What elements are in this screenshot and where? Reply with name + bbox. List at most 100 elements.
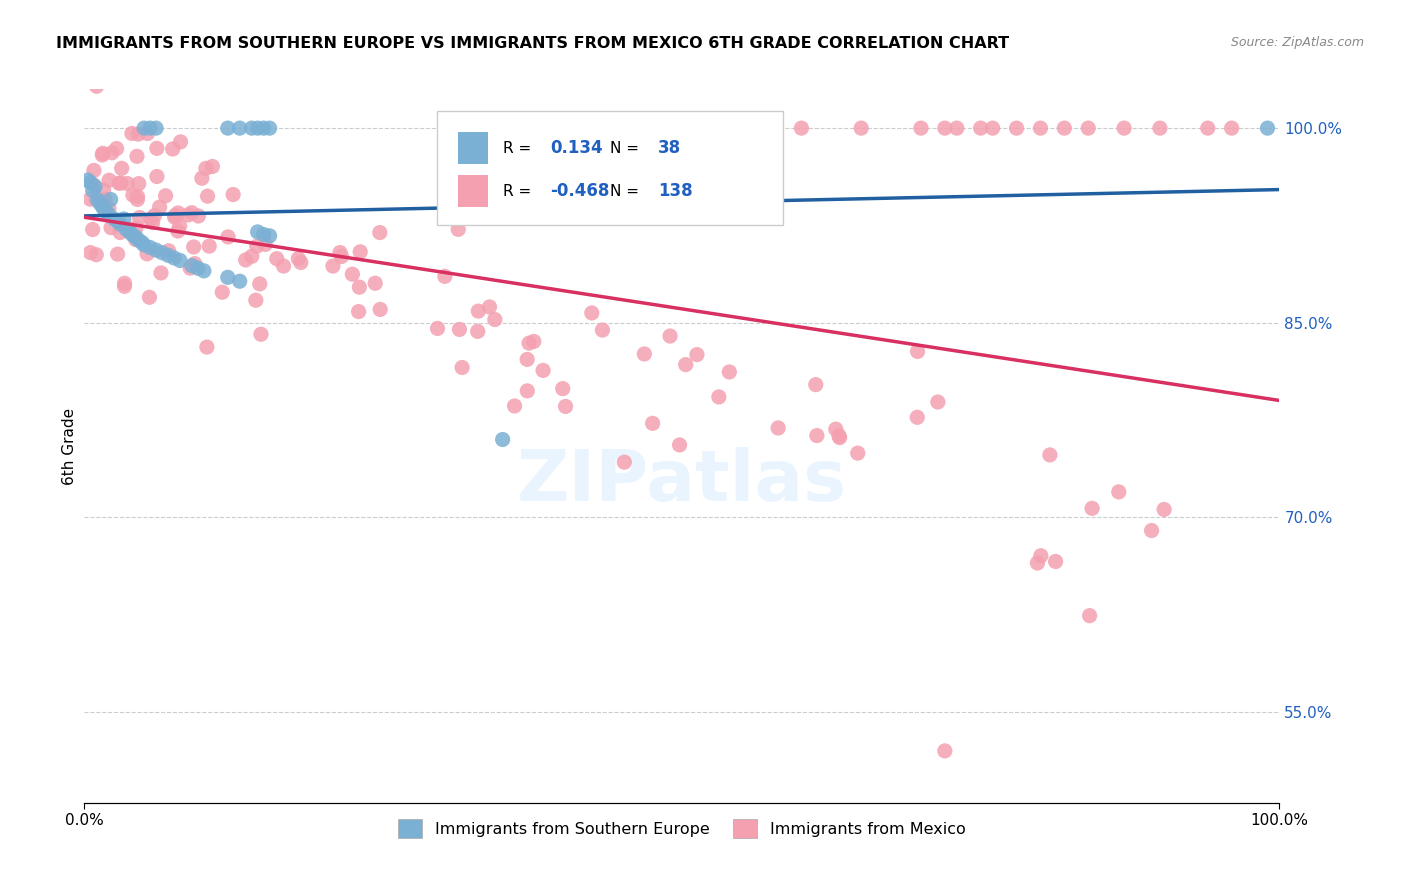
Point	[946, 121, 969, 136]
Point	[125, 220, 148, 235]
Point	[187, 209, 209, 223]
Point	[114, 277, 136, 291]
Point	[516, 352, 538, 367]
Point	[613, 455, 636, 469]
Point	[162, 142, 184, 156]
Point	[492, 433, 515, 447]
Point	[718, 365, 741, 379]
Point	[467, 325, 489, 339]
Point	[217, 121, 239, 136]
Point	[467, 304, 489, 318]
Point	[180, 205, 202, 219]
Point	[100, 220, 122, 235]
Point	[131, 235, 153, 250]
Point	[290, 255, 312, 269]
Point	[329, 245, 352, 260]
Point	[108, 226, 131, 240]
Point	[100, 193, 122, 207]
Point	[143, 209, 166, 223]
Point	[150, 245, 173, 260]
Point	[127, 189, 149, 203]
Point	[125, 230, 148, 244]
Point	[934, 121, 956, 136]
Point	[426, 321, 449, 335]
Point	[86, 248, 108, 262]
Point	[846, 446, 869, 460]
Text: N =: N =	[610, 184, 644, 199]
Point	[246, 225, 269, 239]
Point	[86, 193, 108, 207]
Point	[121, 127, 143, 141]
Point	[139, 212, 162, 227]
Point	[91, 148, 114, 162]
Point	[163, 251, 186, 265]
Point	[84, 193, 107, 207]
Point	[97, 202, 120, 216]
Point	[167, 206, 190, 220]
Point	[128, 177, 150, 191]
Point	[193, 264, 215, 278]
Point	[165, 209, 187, 223]
Point	[86, 79, 108, 94]
Point	[107, 214, 129, 228]
Point	[253, 227, 276, 242]
Point	[1005, 121, 1028, 136]
Point	[828, 431, 851, 445]
Point	[79, 245, 101, 260]
Point	[686, 348, 709, 362]
Point	[531, 363, 554, 377]
Point	[1026, 556, 1049, 570]
Point	[82, 222, 104, 236]
Point	[668, 438, 690, 452]
Point	[1081, 501, 1104, 516]
Point	[449, 322, 471, 336]
Point	[246, 239, 269, 253]
Point	[163, 210, 186, 224]
Text: -0.468: -0.468	[551, 182, 610, 200]
Point	[110, 217, 132, 231]
Point	[139, 240, 162, 254]
Point	[83, 163, 105, 178]
Point	[79, 176, 101, 190]
Text: ZIPatlas: ZIPatlas	[517, 447, 846, 516]
Point	[145, 121, 167, 136]
Point	[167, 224, 190, 238]
Point	[970, 121, 993, 136]
Point	[142, 216, 165, 230]
Point	[93, 202, 115, 216]
Point	[118, 225, 141, 239]
Point	[766, 421, 789, 435]
Point	[177, 208, 200, 222]
Point	[107, 247, 129, 261]
Point	[138, 290, 160, 304]
Point	[1257, 121, 1279, 136]
Point	[266, 252, 288, 266]
Point	[927, 395, 949, 409]
Point	[108, 176, 131, 190]
Point	[1078, 608, 1101, 623]
Point	[273, 259, 295, 273]
Text: 0.134: 0.134	[551, 139, 603, 157]
FancyBboxPatch shape	[458, 175, 488, 207]
Point	[84, 179, 107, 194]
Point	[77, 173, 100, 187]
Point	[125, 149, 148, 163]
Point	[905, 410, 928, 425]
Point	[105, 142, 128, 156]
Point	[1029, 549, 1052, 563]
Point	[136, 127, 159, 141]
Text: 138: 138	[658, 182, 693, 200]
Point	[259, 228, 281, 243]
Point	[217, 270, 239, 285]
Point	[249, 277, 271, 291]
Point	[1053, 121, 1076, 136]
Point	[581, 306, 603, 320]
Point	[1029, 121, 1052, 136]
Point	[447, 222, 470, 236]
Point	[127, 127, 149, 141]
Point	[517, 336, 540, 351]
Point	[97, 207, 120, 221]
Point	[259, 121, 281, 136]
Point	[122, 188, 145, 202]
Point	[157, 244, 180, 258]
